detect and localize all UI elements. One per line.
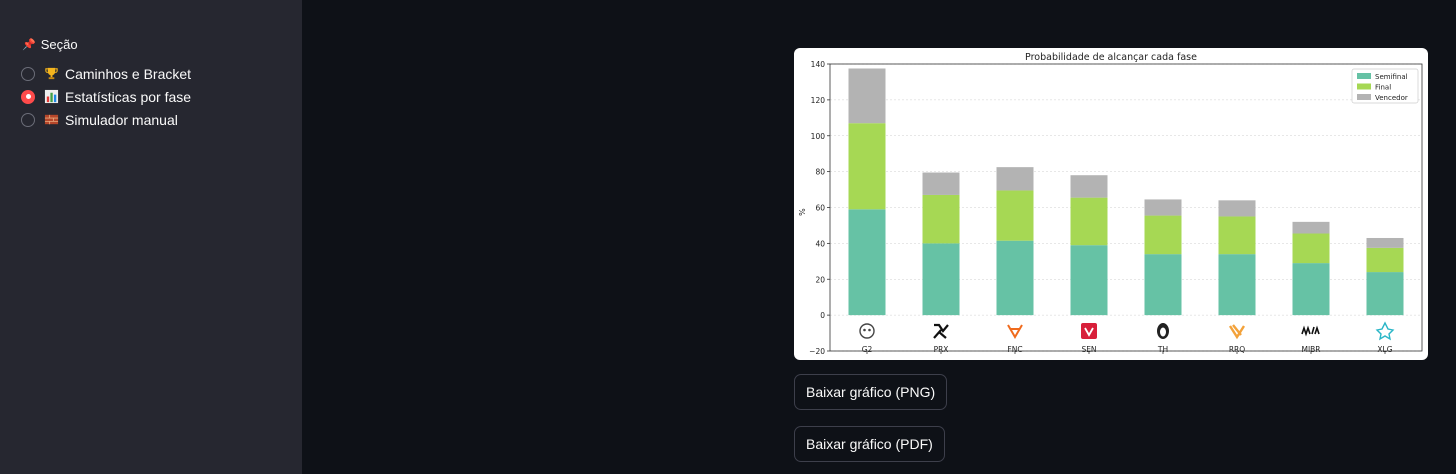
chart-card: Probabilidade de alcançar cada fase % −2… (794, 48, 1428, 360)
team-logo-xlg (1375, 321, 1395, 341)
bars (848, 68, 1404, 316)
y-tick-label: 120 (811, 96, 826, 105)
y-tick-label: 60 (815, 204, 825, 213)
bar-segment-vencedor (1218, 200, 1256, 217)
radio-button[interactable] (21, 66, 35, 81)
y-tick-label: 140 (811, 60, 826, 69)
bar-segment-vencedor (922, 172, 960, 195)
section-label-text: Seção (40, 37, 78, 52)
legend-swatch (1357, 83, 1371, 90)
x-tick-labels: G2 PRX FNC SEN TH RRQ MIBR XLG (862, 345, 1393, 354)
bricks-icon (44, 114, 59, 125)
legend-swatch (1357, 94, 1371, 100)
grid-lines (830, 63, 1422, 352)
radio-button-selected[interactable] (21, 89, 35, 104)
sidebar: 📌 Seção Caminhos e Bracket Estatísticas … (0, 0, 302, 474)
team-logo-prx (933, 323, 949, 339)
x-tick-label: XLG (1377, 345, 1392, 354)
bar-segment-final (996, 190, 1034, 241)
team-logo-th (1157, 323, 1169, 339)
x-tick-label: PRX (934, 345, 949, 354)
legend-entry: Final (1375, 84, 1391, 92)
x-tick-label: RRQ (1229, 345, 1245, 354)
pushpin-icon: 📌 (22, 39, 36, 51)
y-tick-label: 0 (820, 311, 825, 320)
y-tick-label: 80 (815, 168, 825, 177)
bar-segment-final (922, 194, 960, 244)
legend-entry: Semifinal (1375, 73, 1408, 81)
team-logo-sen (1081, 323, 1097, 339)
bar-segment-vencedor (1366, 237, 1404, 248)
bar-segment-vencedor (996, 167, 1034, 191)
bar-segment-final (1292, 233, 1330, 264)
trophy-icon (45, 67, 58, 80)
legend-entry: Vencedor (1375, 94, 1408, 102)
legend-swatch (1357, 73, 1371, 79)
chart-title: Probabilidade de alcançar cada fase (1025, 52, 1197, 63)
y-ticks: −20 0 20 40 60 80 100 120 140 (809, 60, 830, 356)
plot-frame (829, 63, 1423, 352)
y-tick-label: −20 (809, 347, 825, 356)
bar-segment-semifinal (1070, 245, 1108, 316)
radio-option-simulador[interactable]: Simulador manual (21, 108, 191, 131)
bar-chart-icon (44, 89, 59, 104)
bar-segment-final (1366, 247, 1404, 273)
team-logos (859, 321, 1395, 341)
section-radio-group: Caminhos e Bracket Estatísticas por fase… (21, 62, 191, 131)
x-tick-label: SEN (1081, 345, 1096, 354)
bar-segment-semifinal (1144, 254, 1182, 316)
download-pdf-button[interactable]: Baixar gráfico (PDF) (794, 426, 945, 462)
bar-segment-semifinal (848, 209, 886, 316)
section-label: 📌 Seção (22, 37, 78, 52)
download-png-button[interactable]: Baixar gráfico (PNG) (794, 374, 948, 410)
bar-segment-vencedor (1292, 221, 1330, 234)
bar-segment-semifinal (1292, 263, 1330, 316)
radio-option-estatisticas[interactable]: Estatísticas por fase (21, 85, 191, 108)
x-tick-label: G2 (862, 345, 873, 354)
bar-segment-vencedor (1070, 175, 1108, 198)
bar-segment-semifinal (1218, 254, 1256, 316)
x-tick-label: FNC (1007, 345, 1022, 354)
radio-option-label: Estatísticas por fase (65, 88, 192, 105)
y-axis-label: % (798, 208, 807, 216)
x-tick-label: MIBR (1301, 345, 1320, 354)
y-tick-label: 20 (815, 275, 825, 284)
y-tick-label: 40 (815, 239, 825, 248)
bar-segment-final (1218, 216, 1256, 255)
bar-segment-final (848, 123, 886, 210)
bar-segment-semifinal (996, 240, 1034, 316)
bar-segment-vencedor (848, 68, 886, 124)
team-logo-g2 (859, 323, 875, 339)
radio-option-caminhos[interactable]: Caminhos e Bracket (21, 62, 191, 85)
bar-segment-vencedor (1144, 199, 1182, 216)
team-logo-rrq (1228, 324, 1246, 340)
radio-option-label: Simulador manual (65, 111, 178, 128)
radio-option-label: Caminhos e Bracket (65, 65, 192, 82)
bar-segment-final (1144, 215, 1182, 255)
legend: Semifinal Final Vencedor (1351, 68, 1419, 104)
y-tick-label: 100 (811, 132, 826, 141)
stacked-bar-chart: Probabilidade de alcançar cada fase % −2… (798, 52, 1423, 356)
radio-button[interactable] (21, 112, 35, 127)
bar-segment-semifinal (1366, 272, 1404, 316)
team-logo-fnc (1007, 324, 1023, 339)
bar-segment-final (1070, 197, 1108, 246)
bar-segment-semifinal (922, 243, 960, 316)
x-tick-label: TH (1157, 345, 1168, 354)
team-logo-mibr (1301, 325, 1320, 337)
